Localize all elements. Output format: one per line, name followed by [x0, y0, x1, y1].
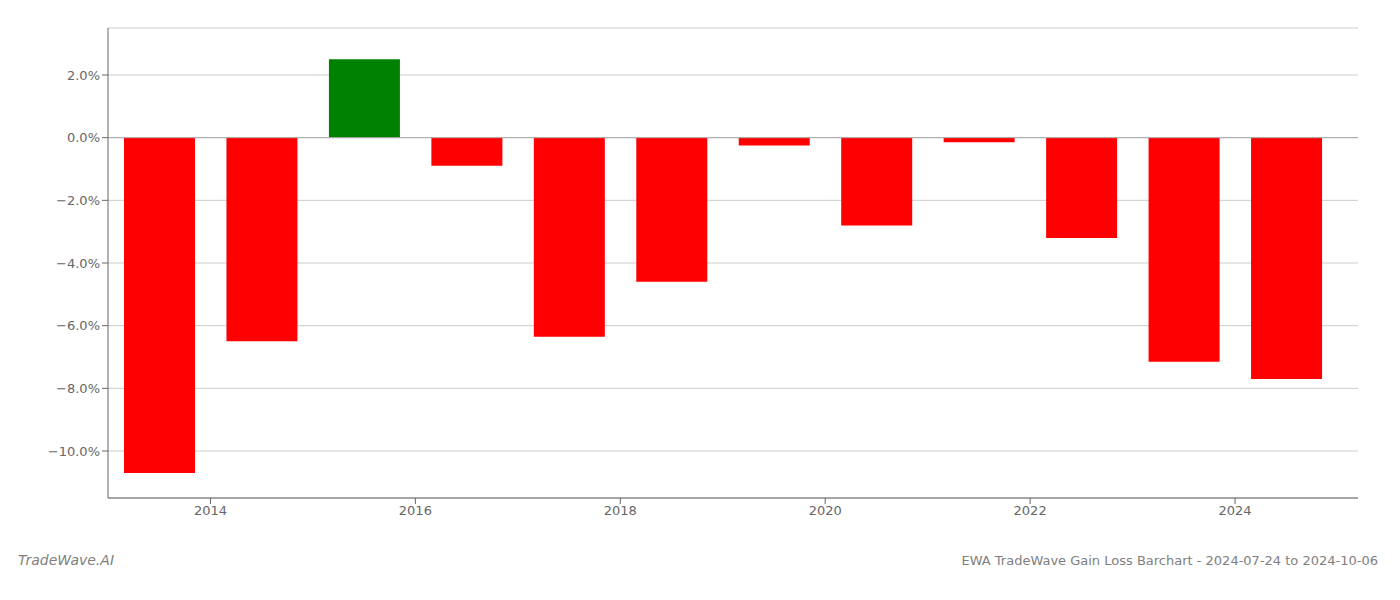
svg-text:0.0%: 0.0% [67, 130, 100, 145]
svg-text:2024: 2024 [1219, 503, 1252, 518]
svg-text:2020: 2020 [809, 503, 842, 518]
svg-text:−10.0%: −10.0% [48, 444, 100, 459]
svg-text:2.0%: 2.0% [67, 68, 100, 83]
svg-text:2016: 2016 [399, 503, 432, 518]
html-text:TradeWave.AI: TradeWave.AI [18, 552, 114, 568]
svg-text:−8.0%: −8.0% [56, 381, 100, 396]
svg-text:−6.0%: −6.0% [56, 318, 100, 333]
svg-text:−4.0%: −4.0% [56, 256, 100, 271]
svg-text:2022: 2022 [1014, 503, 1047, 518]
html-text:EWA TradeWave Gain Loss Barcha: EWA TradeWave Gain Loss Barchart - 2024-… [961, 553, 1378, 568]
svg-text:2018: 2018 [604, 503, 637, 518]
svg-text:2014: 2014 [194, 503, 227, 518]
svg-text:−2.0%: −2.0% [56, 193, 100, 208]
